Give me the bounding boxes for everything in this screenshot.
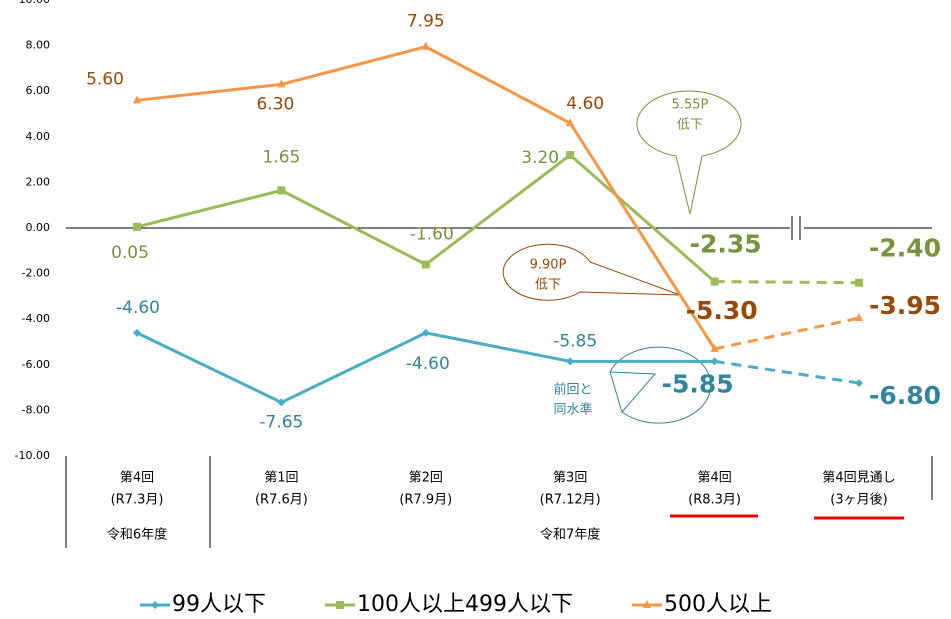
annotation: 同水準 [553, 402, 592, 418]
annotation: 低下 [535, 278, 561, 293]
marker [133, 95, 141, 104]
marker [566, 151, 575, 160]
projection-line [714, 280, 860, 285]
y-tick-label: -8.00 [22, 403, 50, 416]
legend-label: 99人以下 [172, 592, 266, 617]
marker [855, 379, 863, 388]
annotation: 9.90P [530, 258, 567, 273]
marker [133, 222, 141, 231]
data-label: 4.60 [566, 94, 604, 114]
data-label: -6.80 [869, 381, 941, 410]
marker [566, 357, 575, 366]
marker [855, 278, 863, 287]
data-label: -4.60 [406, 354, 450, 374]
data-label: 7.95 [407, 12, 445, 32]
legend-label: 100人以上499人以下 [357, 592, 573, 617]
marker [855, 313, 863, 322]
x-tick-label: 第2回 [409, 471, 443, 486]
marker [421, 328, 430, 337]
marker [277, 186, 286, 195]
x-tick-label: 第4回見通し [822, 471, 895, 486]
data-label: 0.05 [111, 243, 149, 263]
data-label: 5.60 [86, 69, 124, 89]
x-tick-sublabel: (R7.6月) [255, 493, 308, 508]
y-tick-label: 2.00 [26, 175, 51, 188]
marker [421, 260, 430, 269]
marker [421, 41, 430, 50]
y-tick-label: -4.00 [22, 312, 50, 325]
data-label: -2.35 [690, 230, 762, 259]
marker [566, 118, 575, 127]
y-tick-label: 0.00 [26, 221, 51, 234]
legend-marker [336, 601, 344, 609]
marker [277, 398, 286, 407]
x-tick-sublabel: (R7.3月) [111, 493, 164, 508]
x-tick-sublabel: (R7.9月) [399, 493, 452, 508]
annotation: 5.55P [672, 98, 709, 113]
data-label: -5.30 [686, 296, 758, 325]
legend-marker [643, 600, 651, 608]
projection-line [714, 316, 860, 351]
callout-tail [609, 371, 657, 413]
data-label: -3.95 [869, 291, 941, 320]
data-label: 1.65 [262, 147, 300, 167]
group-label: 令和6年度 [107, 527, 167, 543]
projection-line [714, 359, 860, 385]
marker [277, 79, 286, 88]
legend-marker [151, 601, 159, 609]
y-tick-label: 4.00 [26, 130, 51, 143]
y-tick-label: 8.00 [26, 39, 51, 52]
x-tick-sublabel: (R7.12月) [540, 493, 601, 508]
x-tick-sublabel: (R8.3月) [688, 493, 741, 508]
data-label: -7.65 [259, 412, 303, 432]
annotation: 低下 [677, 118, 703, 133]
data-label: -4.60 [116, 298, 160, 318]
data-label: -2.40 [869, 234, 941, 263]
y-tick-label: -2.00 [22, 267, 50, 280]
y-tick-label: -10.00 [15, 449, 50, 462]
marker [133, 328, 141, 337]
data-label: -1.60 [410, 224, 454, 244]
legend-label: 500人以上 [664, 592, 772, 617]
data-label: -5.85 [553, 331, 597, 351]
y-tick-label: -6.00 [22, 358, 50, 371]
x-tick-sublabel: (3ヶ月後) [830, 493, 887, 508]
data-label: 3.20 [521, 148, 559, 168]
data-label: 6.30 [256, 94, 294, 114]
marker [710, 357, 719, 366]
x-tick-label: 第3回 [553, 471, 587, 486]
marker [710, 343, 719, 352]
callout [502, 243, 681, 301]
x-tick-label: 第4回 [120, 471, 154, 486]
x-tick-label: 第1回 [264, 471, 298, 486]
marker [710, 277, 719, 286]
group-label: 令和7年度 [540, 527, 600, 543]
y-tick-label: 10.00 [19, 0, 51, 6]
y-tick-label: 6.00 [26, 84, 51, 97]
annotation: 前回と [553, 382, 592, 398]
callout [609, 346, 712, 424]
series-line [136, 45, 716, 350]
x-tick-label: 第4回 [697, 471, 731, 486]
callout [636, 90, 742, 215]
data-label: -5.85 [662, 369, 734, 398]
